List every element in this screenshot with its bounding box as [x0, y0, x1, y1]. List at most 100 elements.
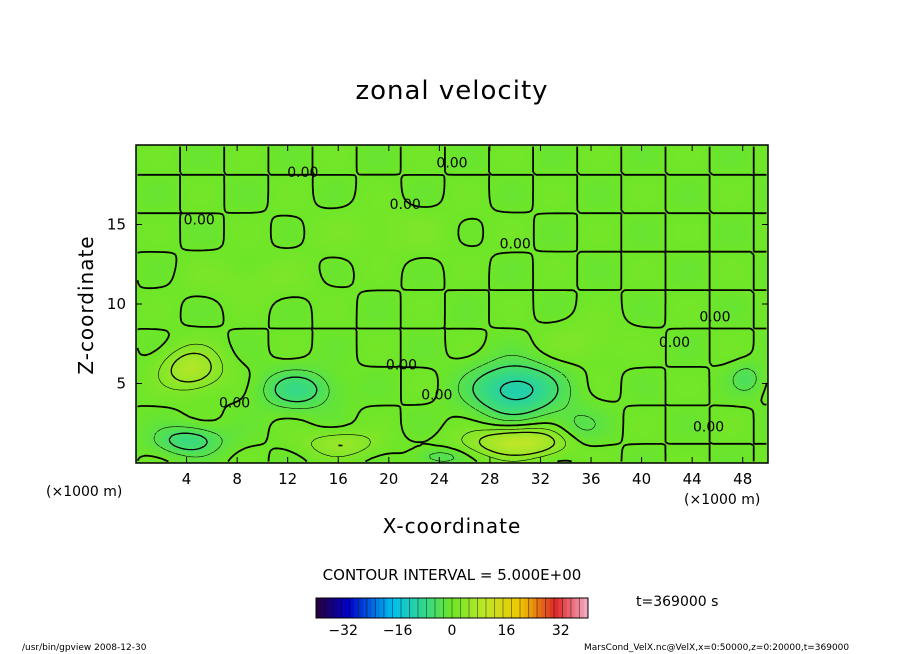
colorbar-swatch [371, 598, 376, 618]
colorbar-swatch [328, 598, 334, 618]
contour-label: 0.00 [421, 388, 452, 404]
colorbar-swatch [316, 598, 321, 618]
x-tick-label: 4 [182, 470, 192, 488]
colorbar-tick-label: 16 [497, 623, 515, 639]
colorbar-swatch [494, 598, 500, 618]
colorbar-swatch [392, 598, 398, 618]
x-unit-right: (×1000 m) [684, 492, 761, 508]
x-tick-label: 16 [329, 470, 348, 488]
contour-line [499, 380, 534, 401]
x-unit-left: (×1000 m) [46, 484, 123, 500]
contour-label: 0.00 [184, 213, 215, 229]
colorbar-swatch [486, 598, 491, 618]
colorbar-swatch [396, 598, 402, 618]
colorbar-swatch [520, 598, 525, 618]
colorbar-swatch [515, 598, 521, 618]
colorbar-swatch [583, 598, 589, 618]
colorbar-swatch [430, 598, 436, 618]
colorbar-swatch [418, 598, 423, 618]
x-tick-label: 40 [632, 470, 651, 488]
contour-label: 0.00 [390, 197, 421, 213]
contour-interval: CONTOUR INTERVAL = 5.000E+00 [322, 566, 582, 584]
colorbar-swatch [481, 598, 487, 618]
x-tick-label: 24 [430, 470, 449, 488]
contour-label: 0.00 [436, 155, 467, 171]
contour-label: 0.00 [693, 419, 724, 435]
x-tick-label: 32 [531, 470, 550, 488]
contour-line [170, 352, 556, 456]
colorbar-swatch [384, 598, 389, 618]
colorbar-swatch [579, 598, 585, 618]
colorbar-swatch [354, 598, 359, 618]
colorbar-swatch [333, 598, 338, 618]
colorbar-swatch [367, 598, 372, 618]
colorbar-swatch [460, 598, 466, 618]
footer-left: /usr/bin/gpview 2008-12-30 [22, 643, 147, 653]
y-tick-label: 15 [107, 216, 126, 234]
colorbar-tick-label: −16 [383, 623, 413, 639]
colorbar-swatch [549, 598, 555, 618]
contour-label: 0.00 [500, 237, 531, 253]
colorbar-swatch [532, 598, 538, 618]
colorbar-swatch [541, 598, 546, 618]
contour-line [158, 343, 566, 462]
colorbar-swatch [537, 598, 542, 618]
colorbar-swatch [473, 598, 478, 618]
x-tick-label: 36 [581, 470, 600, 488]
y-tick-label: 5 [116, 375, 126, 393]
colorbar-tick-label: 0 [448, 623, 457, 639]
x-axis-label: X-coordinate [382, 514, 522, 538]
x-tick-label: 20 [379, 470, 398, 488]
colorbar-swatch [401, 598, 406, 618]
colorbar-swatch [490, 598, 495, 618]
colorbar-swatch [413, 598, 419, 618]
contour-line [136, 146, 768, 463]
colorbar-swatch [324, 598, 330, 618]
colorbar-swatch [388, 598, 393, 618]
colorbar-swatch [498, 598, 504, 618]
colorbar-swatch [362, 598, 368, 618]
colorbar-swatch [571, 598, 576, 618]
colorbar-swatch [358, 598, 364, 618]
colorbar-swatch [545, 598, 551, 618]
chart-title: zonal velocity [355, 76, 549, 106]
colorbar-tick-label: 32 [552, 623, 570, 639]
colorbar-swatch [426, 598, 432, 618]
colorbar-swatch [447, 598, 453, 618]
colorbar-swatch [562, 598, 568, 618]
contour-label: 0.00 [219, 396, 250, 412]
colorbar-swatch [435, 598, 440, 618]
colorbar-swatch [375, 598, 381, 618]
colorbar-swatch [507, 598, 512, 618]
colorbar-swatch [345, 598, 351, 618]
colorbar-tick-label: −32 [328, 623, 358, 639]
colorbar-swatch [422, 598, 427, 618]
x-tick-label: 12 [278, 470, 297, 488]
contour-label: 0.00 [659, 335, 690, 351]
colorbar-swatch [558, 598, 563, 618]
colorbar-swatch [503, 598, 508, 618]
colorbar-swatch [439, 598, 444, 618]
colorbar-swatch [350, 598, 355, 618]
colorbar-swatch [554, 598, 559, 618]
heatmap-field [136, 145, 768, 463]
y-axis-label: Z-coordinate [74, 235, 98, 375]
colorbar-swatch [469, 598, 474, 618]
colorbar-swatch [409, 598, 415, 618]
colorbar-swatch [464, 598, 470, 618]
time-label: t=369000 s [636, 594, 719, 610]
colorbar-swatch [528, 598, 534, 618]
colorbar-swatch [379, 598, 385, 618]
colorbar-swatch [443, 598, 449, 618]
x-tick-label: 48 [733, 470, 752, 488]
colorbar-swatch [575, 598, 580, 618]
x-tick-label: 28 [480, 470, 499, 488]
colorbar-swatch [341, 598, 347, 618]
colorbar-swatch [456, 598, 461, 618]
contour-label: 0.00 [386, 357, 417, 373]
contour-line [168, 365, 559, 451]
y-tick-label: 10 [107, 295, 126, 313]
colorbar-swatch [320, 598, 325, 618]
colorbar-frame [315, 597, 589, 619]
